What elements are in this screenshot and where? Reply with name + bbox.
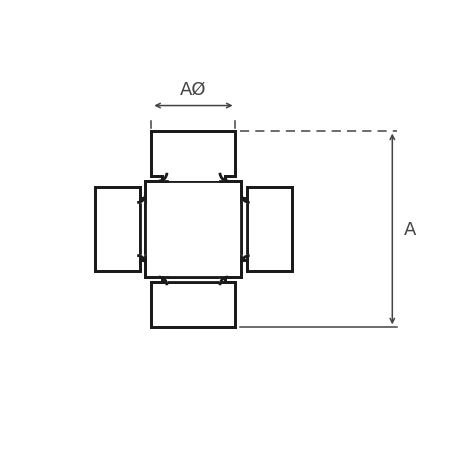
Polygon shape — [137, 195, 145, 203]
Bar — [151, 131, 235, 176]
Bar — [246, 188, 291, 271]
Bar — [145, 182, 241, 277]
Text: A: A — [403, 220, 415, 239]
Bar — [162, 176, 224, 182]
Polygon shape — [158, 277, 167, 285]
Bar — [151, 283, 235, 328]
Bar — [241, 198, 246, 261]
Polygon shape — [241, 256, 249, 264]
Polygon shape — [219, 174, 228, 182]
Polygon shape — [219, 277, 228, 285]
Text: AØ: AØ — [180, 80, 206, 98]
Polygon shape — [137, 256, 145, 264]
Bar — [163, 176, 223, 182]
Bar — [95, 188, 140, 271]
Polygon shape — [158, 174, 167, 182]
Bar — [162, 277, 224, 283]
Bar — [140, 198, 145, 261]
Polygon shape — [241, 195, 249, 203]
